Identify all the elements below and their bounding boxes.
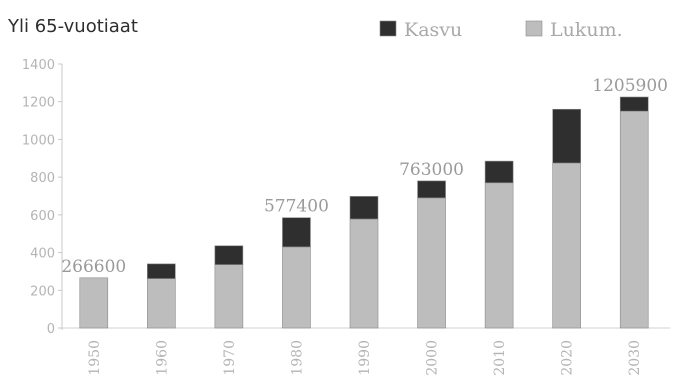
y-tick-label: 1000 <box>22 133 55 148</box>
x-tick-label: 2020 <box>560 340 576 376</box>
data-label: 266600 <box>61 257 126 277</box>
y-tick-label: 200 <box>30 284 55 299</box>
y-tick-label: 800 <box>30 171 55 186</box>
bar-segment-lukum <box>619 110 649 329</box>
legend-label: Kasvu <box>404 19 462 41</box>
bar-segment-kasvu <box>349 196 379 220</box>
x-tick-label: 1960 <box>154 340 170 376</box>
bar-segment-kasvu <box>619 96 649 112</box>
y-tick-label: 0 <box>47 322 55 337</box>
x-tick-label: 2010 <box>492 340 508 376</box>
bar-segment-kasvu <box>552 108 581 164</box>
x-tick-label: 2030 <box>627 340 643 376</box>
bar-segment-kasvu <box>417 180 446 199</box>
bar-segment-lukum <box>552 162 581 329</box>
y-tick-label: 1200 <box>22 96 55 111</box>
bar-segment-lukum <box>349 218 379 329</box>
bar-segment-lukum <box>214 264 244 329</box>
data-labels: 266600 577400 763000 1205900 <box>61 76 668 277</box>
bar-segment-kasvu <box>147 263 176 279</box>
bar-segment-lukum <box>79 277 109 329</box>
chart-title: Yli 65-vuotiaat <box>7 16 138 37</box>
legend-swatch-lukum <box>525 20 543 37</box>
data-label: 763000 <box>399 160 464 180</box>
legend: Kasvu Lukum. <box>379 19 623 41</box>
bar-segment-kasvu <box>282 217 311 248</box>
y-tick-label: 400 <box>30 247 55 262</box>
y-tick-label: 600 <box>30 209 55 224</box>
bar-segment-kasvu <box>214 245 244 265</box>
bar-segment-kasvu <box>484 160 514 184</box>
data-label: 1205900 <box>592 76 668 96</box>
x-tick-label: 1990 <box>357 340 373 376</box>
bar-segment-lukum <box>282 246 311 329</box>
y-tick-label: 1400 <box>22 58 55 73</box>
x-tick-label: 1950 <box>87 340 103 376</box>
bar-segment-lukum <box>417 197 446 329</box>
x-axis: 1950 1960 1970 1980 1990 2000 2010 2020 2030 <box>87 340 643 376</box>
bar-segment-lukum <box>484 182 514 329</box>
legend-swatch-kasvu <box>379 20 397 37</box>
x-tick-label: 2000 <box>425 340 441 376</box>
x-tick-label: 1970 <box>222 340 238 376</box>
bar-segment-lukum <box>147 278 176 329</box>
x-tick-label: 1980 <box>289 340 305 376</box>
data-label: 577400 <box>264 197 329 217</box>
legend-label: Lukum. <box>550 19 623 41</box>
bars <box>79 96 649 329</box>
